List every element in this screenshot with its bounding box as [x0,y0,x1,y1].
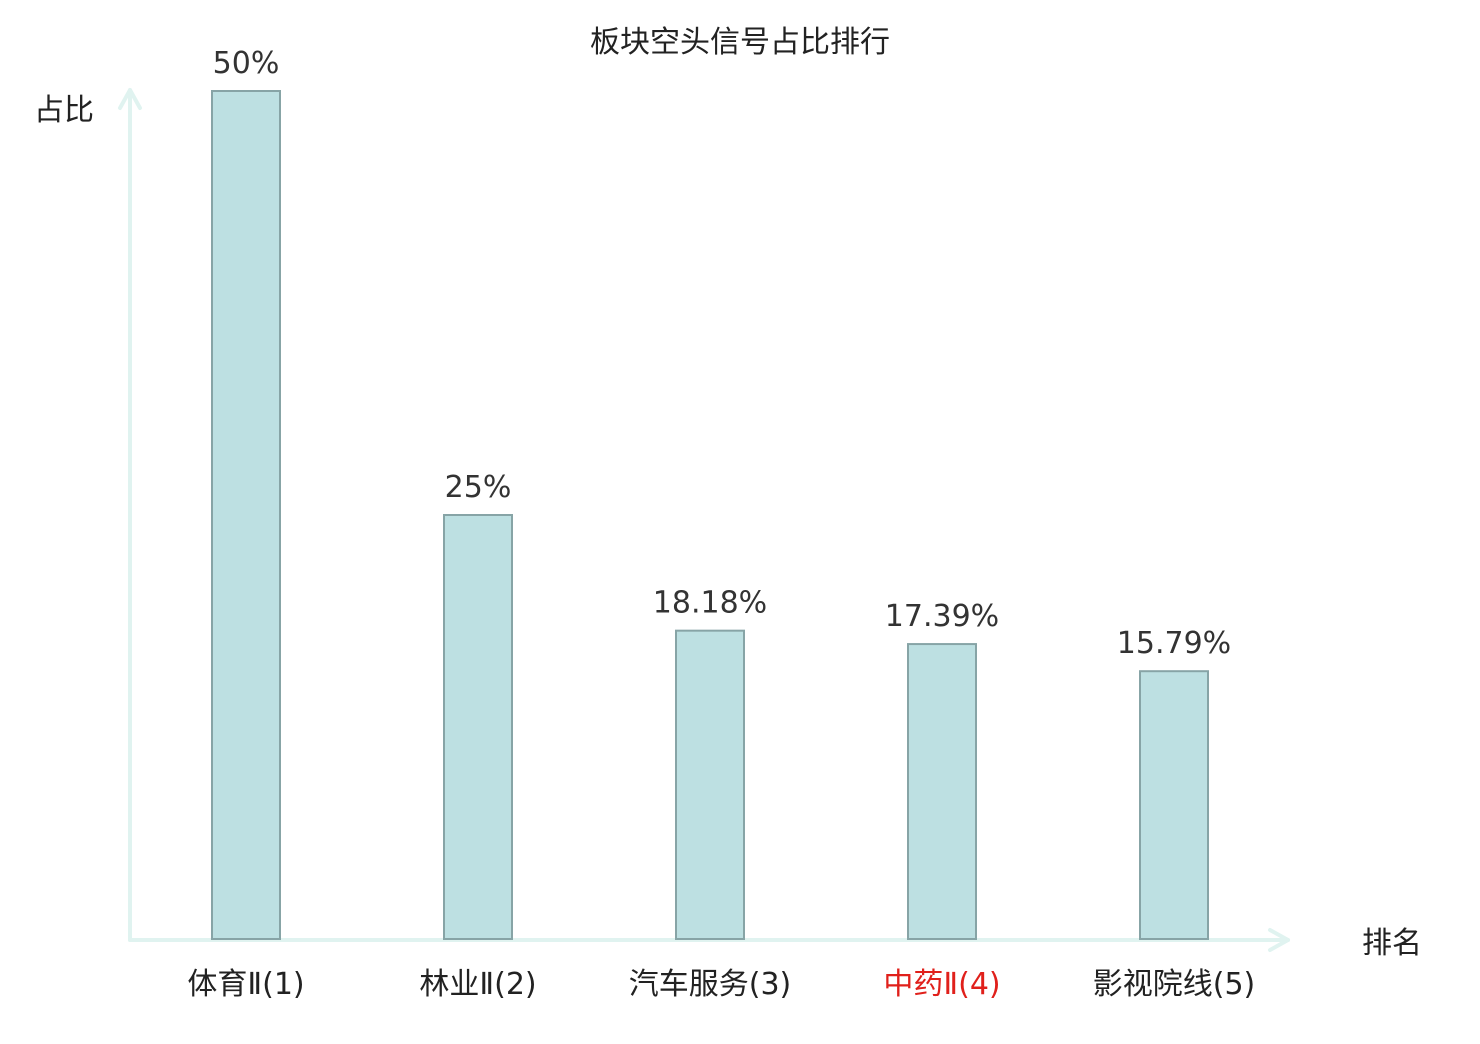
bar-value-label: 17.39% [885,599,999,634]
category-label: 影视院线(5) [1093,967,1256,1002]
bar [1139,670,1209,940]
category-label: 汽车服务(3) [629,967,792,1002]
bars [211,90,1209,940]
x-axis-label: 排名 [1362,926,1422,961]
category-label: 林业Ⅱ(2) [419,967,536,1002]
bar-value-label: 25% [445,470,512,505]
chart-title: 板块空头信号占比排行 [590,25,890,60]
value-labels: 50% 25% 18.18% 17.39% 15.79% [213,46,1232,661]
bar [443,514,513,940]
y-axis [118,88,142,942]
bar [211,90,281,940]
x-axis [128,928,1290,952]
bar [907,643,977,940]
category-label: 中药Ⅱ(4) [883,967,1000,1002]
bar-value-label: 50% [213,46,280,81]
bar [675,629,745,940]
category-label: 体育Ⅱ(1) [187,967,304,1002]
category-labels: 体育Ⅱ(1) 林业Ⅱ(2) 汽车服务(3) 中药Ⅱ(4) 影视院线(5) [187,967,1255,1002]
y-axis-label: 占比 [34,93,94,128]
bar-value-label: 18.18% [653,586,767,621]
bar-value-label: 15.79% [1117,626,1231,661]
